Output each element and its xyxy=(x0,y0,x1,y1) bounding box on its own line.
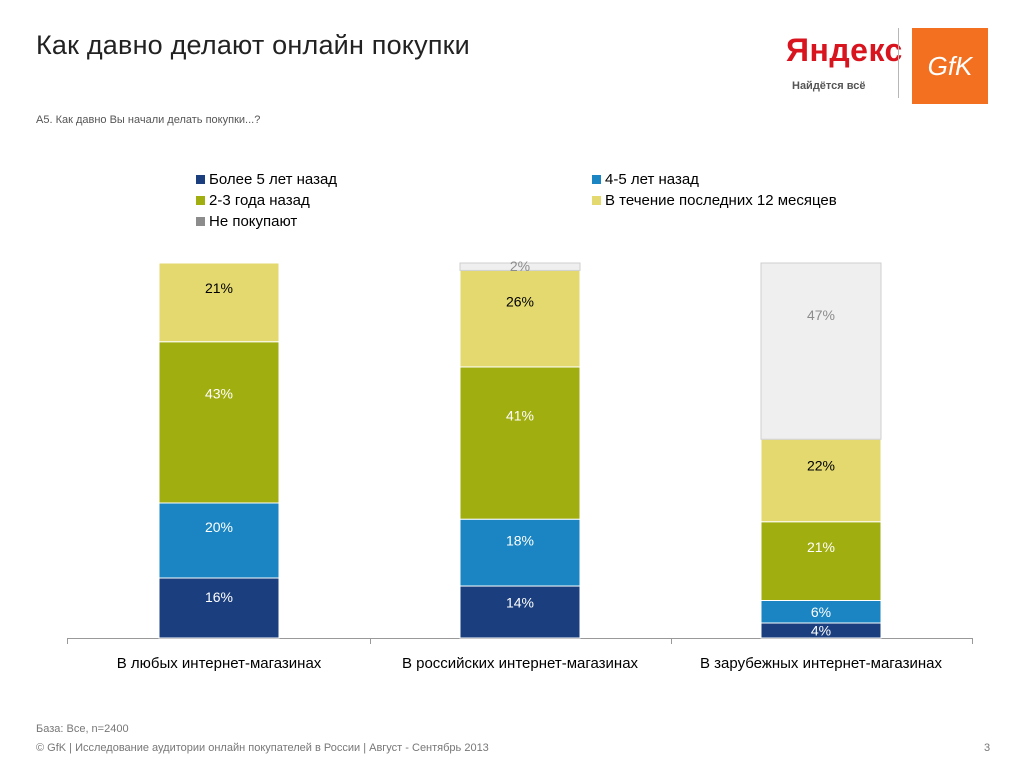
yandex-tagline: Найдётся всё xyxy=(792,80,866,92)
data-label: 6% xyxy=(811,604,831,620)
data-label: 22% xyxy=(807,458,835,474)
bar-segment xyxy=(459,585,581,639)
bar-segment xyxy=(459,269,581,368)
data-label: 20% xyxy=(205,519,233,535)
footer-base: База: Все, n=2400 xyxy=(36,723,129,735)
yandex-logo: Яндекс xyxy=(786,32,903,68)
category-label: В зарубежных интернет-магазинах xyxy=(700,655,942,672)
data-label: 21% xyxy=(205,280,233,296)
bar-segment xyxy=(459,518,581,587)
data-label: 18% xyxy=(506,533,534,549)
bar-segment xyxy=(760,438,882,523)
bar-segment xyxy=(459,366,581,520)
category-label: В любых интернет-магазинах xyxy=(117,655,322,672)
data-label: 21% xyxy=(807,539,835,555)
bar-segment xyxy=(459,262,581,271)
page-number: 3 xyxy=(984,742,991,754)
data-label: 43% xyxy=(205,385,233,401)
page-title: Как давно делают онлайн покупки xyxy=(36,30,470,60)
data-label: 26% xyxy=(506,293,534,309)
bar-segment xyxy=(158,341,280,504)
category-label: В российских интернет-магазинах xyxy=(402,655,639,672)
logo-divider xyxy=(898,28,899,98)
footer-copyright: © GfK | Исследование аудитории онлайн по… xyxy=(36,742,489,754)
bar-segment xyxy=(158,502,280,579)
data-label: 14% xyxy=(506,595,534,611)
data-label: 41% xyxy=(506,408,534,424)
logos: Яндекс Найдётся всё GfK xyxy=(770,22,990,104)
bar-segment xyxy=(158,577,280,639)
bar-segment xyxy=(760,521,882,601)
data-label: 16% xyxy=(205,589,233,605)
data-label: 2% xyxy=(510,258,530,274)
stacked-bar-chart: 16% 20% 43% 21% В любых интернет-магазинах 14… xyxy=(67,258,973,672)
bar-segment xyxy=(158,262,280,343)
data-label: 47% xyxy=(807,307,835,323)
data-label: 4% xyxy=(811,623,831,639)
gfk-logo: GfK xyxy=(912,28,988,104)
question-text: А5. Как давно Вы начали делать покупки..… xyxy=(36,114,261,126)
bar-segment xyxy=(760,262,882,440)
